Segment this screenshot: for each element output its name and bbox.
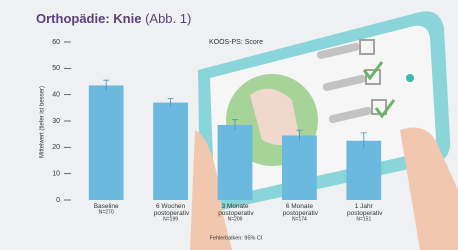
n-label: N=209 <box>228 216 243 222</box>
y-tick-label: 30 <box>52 118 60 125</box>
y-tick-label: 40 <box>52 92 60 99</box>
n-label: N=151 <box>356 216 371 222</box>
y-tick-label: 60 <box>52 39 60 46</box>
y-tick-label: 50 <box>52 65 60 72</box>
footnote: Fehlerbalken: 95% CI <box>210 235 263 241</box>
n-label: N=174 <box>292 216 307 222</box>
bar <box>282 135 317 200</box>
bar <box>153 103 188 200</box>
annotation: KOOS-PS: Score <box>209 39 263 46</box>
bar <box>218 125 253 200</box>
chart: Orthopädie: Knie (Abb. 1) KOOS-PS: Score… <box>0 0 458 250</box>
x-tick-label: 6 Wochen postoperativ <box>152 203 190 217</box>
y-tick-label: 0 <box>56 197 60 204</box>
title-suffix: (Abb. 1) <box>145 11 191 26</box>
y-tick-label: 20 <box>52 144 60 151</box>
bar <box>89 85 124 200</box>
title: Orthopädie: Knie <box>36 11 141 26</box>
n-label: N=270 <box>99 209 114 215</box>
bar <box>346 141 381 200</box>
n-label: N=199 <box>163 216 178 222</box>
chart-title: Orthopädie: Knie (Abb. 1) <box>36 11 191 26</box>
y-tick-label: 10 <box>52 171 60 178</box>
y-axis-label: Mittelwert (tiefer ist besser) <box>40 86 46 158</box>
